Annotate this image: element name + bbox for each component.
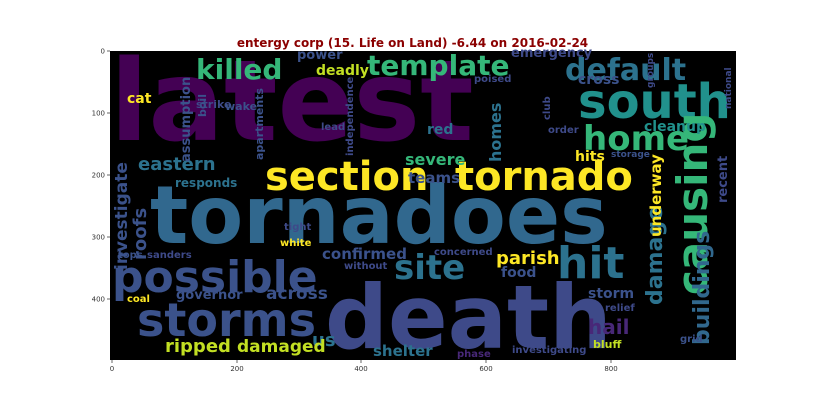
word-latest: latest xyxy=(110,37,474,167)
word-possible: possible xyxy=(112,252,318,303)
word-eastern: eastern xyxy=(138,154,216,175)
word-site: site xyxy=(394,248,465,288)
word-causing: causing xyxy=(668,113,717,296)
word-severe: severe xyxy=(405,150,466,169)
word-relief: relief xyxy=(605,303,635,314)
word-damage: damage xyxy=(643,206,668,305)
axis-ticks: 0 200 400 600 800 0 100 200 300 400 xyxy=(92,48,618,374)
word-bluff: bluff xyxy=(593,338,621,351)
word-without: without xyxy=(344,261,388,272)
word-deadly: deadly xyxy=(316,63,369,79)
word-us: us xyxy=(312,330,336,351)
word-roofs: roofs xyxy=(130,208,151,260)
word-tight: tight xyxy=(284,222,311,233)
word-template: template xyxy=(367,49,509,82)
x-tick-label: 800 xyxy=(604,365,617,373)
word-cleanup: cleanup xyxy=(644,119,706,135)
word-default: default xyxy=(565,53,686,88)
word-wake: wake xyxy=(225,100,257,113)
word-hail: hail xyxy=(588,315,629,339)
word-independence: independence xyxy=(345,76,356,156)
word-confirmed: confirmed xyxy=(322,245,407,263)
word-storm: storm xyxy=(588,286,634,302)
word-food: food xyxy=(501,265,536,281)
word-across: across xyxy=(266,284,328,304)
word-national: national xyxy=(724,67,734,109)
word-recent: recent xyxy=(716,156,731,203)
y-tick-label: 300 xyxy=(92,234,105,242)
word-emergency: emergency xyxy=(511,46,593,61)
y-tick-label: 400 xyxy=(92,296,105,304)
word-poised: poised xyxy=(474,74,511,85)
word-apartments: apartments xyxy=(253,88,266,160)
word-tornadoes: tornadoes xyxy=(150,169,608,262)
word-killed: killed xyxy=(196,53,282,86)
word-buildings: buildings xyxy=(690,231,715,345)
word-storms: storms xyxy=(137,293,316,347)
word-club: club xyxy=(542,96,553,120)
y-tick-label: 200 xyxy=(92,172,105,180)
word-cat: cat xyxy=(127,91,152,107)
word-boil: boil xyxy=(196,94,209,117)
word-investigate: investigate xyxy=(112,162,132,270)
word-home: home xyxy=(583,119,689,159)
y-tick-label: 100 xyxy=(92,110,105,118)
word-parish: parish xyxy=(496,248,560,269)
word-ripped: ripped xyxy=(165,336,231,357)
word-damaged: damaged xyxy=(237,337,326,357)
word-hit: hit xyxy=(557,238,624,289)
word-homes: homes xyxy=(486,103,505,162)
word-phase: phase xyxy=(457,349,491,360)
word-underway: underway xyxy=(647,154,665,237)
word-teams: teams xyxy=(408,169,460,187)
word-hits: hits xyxy=(575,149,605,165)
word-assumption: assumption xyxy=(179,77,194,162)
word-cross: cross xyxy=(578,72,620,88)
word-governor: governor xyxy=(176,288,243,303)
word-south: south xyxy=(578,74,731,130)
x-tick-label: 0 xyxy=(110,365,114,373)
word-groups: groups xyxy=(646,53,656,88)
y-tick-label: 0 xyxy=(101,48,105,56)
word-tornado: tornado xyxy=(455,154,633,200)
x-tick-label: 600 xyxy=(479,365,492,373)
word-strike: strike xyxy=(196,98,231,111)
word-responds: responds xyxy=(175,176,237,190)
word-death: death xyxy=(325,266,612,369)
plot-background xyxy=(110,51,736,360)
word-shelter: shelter xyxy=(373,342,433,360)
word-coal: coal xyxy=(127,294,150,305)
word-tops: tops xyxy=(118,250,143,261)
x-tick-label: 400 xyxy=(354,365,367,373)
word-red: red xyxy=(427,122,453,138)
word-storage: storage xyxy=(611,150,650,160)
word-section: section xyxy=(265,154,428,200)
word-order: order xyxy=(548,125,579,136)
word-white: white xyxy=(280,238,312,249)
chart-title: entergy corp (15. Life on Land) -6.44 on… xyxy=(236,36,589,50)
word-concerned: concerned xyxy=(434,247,493,258)
word-lead: lead xyxy=(321,122,345,133)
word-sanders: sanders xyxy=(147,250,192,261)
x-tick-label: 200 xyxy=(230,365,243,373)
word-power: power xyxy=(297,48,343,63)
word-investigating: investigating xyxy=(512,345,586,356)
word-grid: grid xyxy=(680,334,703,345)
